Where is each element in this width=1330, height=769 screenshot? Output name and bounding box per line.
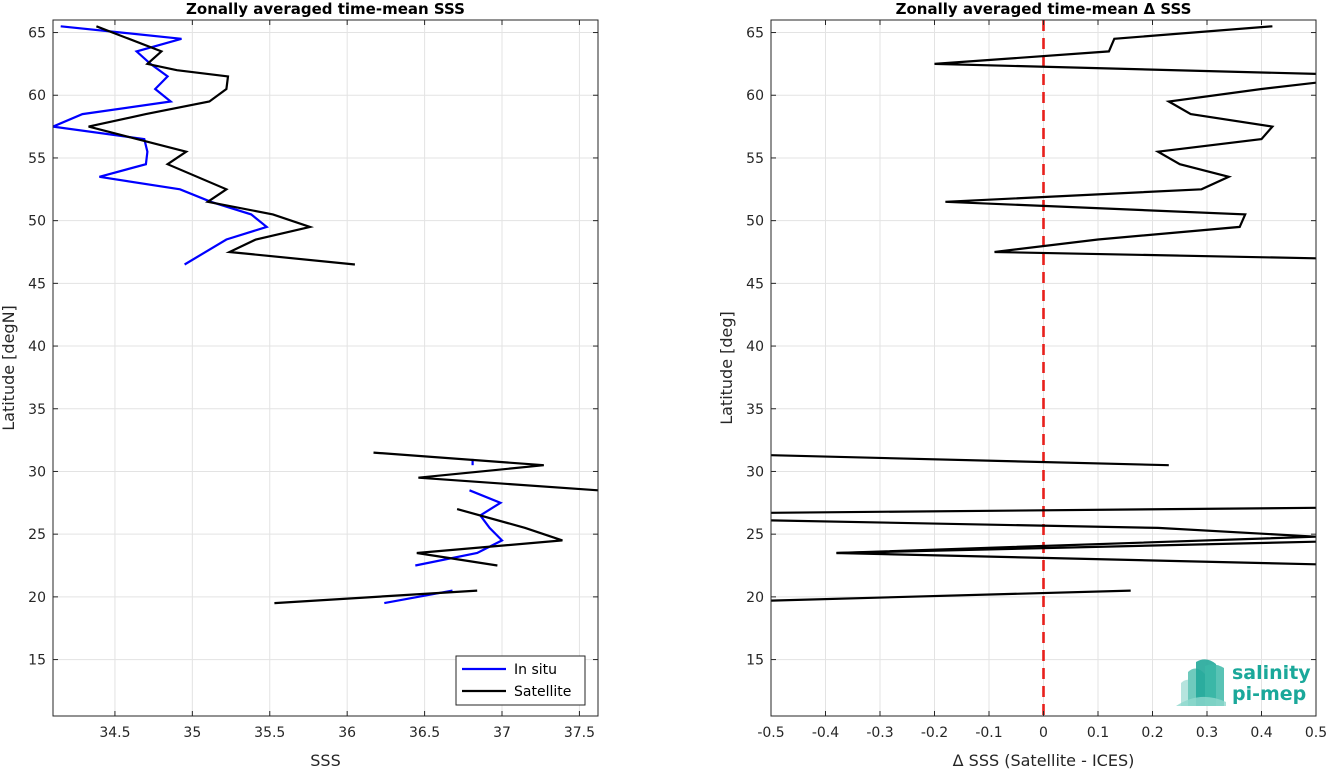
sss-data-group bbox=[53, 25, 598, 605]
sss-axes-box bbox=[52, 19, 599, 717]
dsss-x-tick-label: 0.1 bbox=[1087, 725, 1109, 741]
dsss-y-tick-label: 35 bbox=[746, 402, 764, 418]
dsss-x-tick-label: 0.3 bbox=[1196, 725, 1218, 741]
series-satellite-line bbox=[274, 589, 478, 605]
series-delta-line bbox=[945, 81, 1316, 260]
sss-plot-area bbox=[53, 20, 598, 716]
series-satellite-line bbox=[88, 25, 356, 266]
dsss-y-tick-label: 30 bbox=[746, 464, 764, 480]
sss-x-tick-label: 37 bbox=[493, 725, 511, 741]
dsss-x-tick-label: 0 bbox=[1039, 725, 1048, 741]
dsss-x-tick-label: -0.3 bbox=[866, 725, 893, 741]
sss-y-tick-label: 25 bbox=[28, 527, 46, 543]
legend: In situ Satellite bbox=[455, 655, 586, 706]
sss-x-tick-label: 34.5 bbox=[99, 725, 130, 741]
series-satellite-line bbox=[373, 451, 598, 492]
series-in-situ-line bbox=[415, 489, 504, 567]
series-satellite-line bbox=[416, 508, 563, 567]
sss-y-tick-label: 55 bbox=[28, 151, 46, 167]
series-delta-line bbox=[771, 506, 1316, 514]
sss-x-tick-label: 37.5 bbox=[564, 725, 595, 741]
dsss-y-tick-label: 20 bbox=[746, 590, 764, 606]
sss-x-tick-label: 36 bbox=[338, 725, 356, 741]
sss-chart-title: Zonally averaged time-mean SSS bbox=[186, 0, 465, 18]
logo-text-pi-mep: pi-mep bbox=[1232, 683, 1306, 705]
dsss-y-tick-label: 60 bbox=[746, 88, 764, 104]
dsss-y-tick-label: 15 bbox=[746, 653, 764, 669]
dsss-data-group bbox=[771, 20, 1316, 716]
sss-x-tick-label: 35 bbox=[183, 725, 201, 741]
dsss-y-tick-label: 55 bbox=[746, 151, 764, 167]
dsss-x-tick-label: 0.5 bbox=[1305, 725, 1327, 741]
legend-box bbox=[455, 655, 586, 706]
dsss-y-tick-label: 25 bbox=[746, 527, 764, 543]
logo-waves-icon bbox=[1176, 659, 1226, 706]
logo-text-salinity: salinity bbox=[1232, 662, 1311, 684]
dsss-y-tick-label: 50 bbox=[746, 214, 764, 230]
sss-y-tick-label: 60 bbox=[28, 88, 46, 104]
dsss-chart-title: Zonally averaged time-mean Δ SSS bbox=[896, 0, 1192, 18]
sss-x-tick-label: 36.5 bbox=[409, 725, 440, 741]
dsss-x-tick-label: -0.4 bbox=[812, 725, 839, 741]
sss-y-tick-label: 40 bbox=[28, 339, 46, 355]
sss-y-tick-label: 20 bbox=[28, 590, 46, 606]
sss-y-tick-label: 45 bbox=[28, 276, 46, 292]
legend-label-satellite: Satellite bbox=[514, 684, 571, 700]
series-delta-line bbox=[836, 540, 1316, 555]
delta-sss-panel: -0.5 -0.4 -0.3 -0.2 -0.1 0 0.1 0.2 0.3 0.4 0.5 15 20… bbox=[717, 0, 1327, 769]
salinity-pi-mep-logo: salinity pi-mep bbox=[1176, 659, 1311, 706]
sss-y-tick-label: 30 bbox=[28, 464, 46, 480]
sss-y-tick-label: 50 bbox=[28, 214, 46, 230]
sss-x-axis-label: SSS bbox=[310, 751, 340, 769]
legend-label-in-situ: In situ bbox=[514, 662, 557, 678]
sss-y-axis-label: Latitude [degN] bbox=[0, 305, 18, 431]
dsss-x-tick-label: 0.2 bbox=[1141, 725, 1163, 741]
dsss-y-tick-label: 45 bbox=[746, 276, 764, 292]
dsss-x-axis-label: Δ SSS (Satellite - ICES) bbox=[953, 751, 1135, 769]
series-delta-line bbox=[934, 25, 1316, 75]
sss-y-tick-label: 35 bbox=[28, 402, 46, 418]
sss-y-tick-label: 15 bbox=[28, 653, 46, 669]
dsss-y-axis-label: Latitude [deg] bbox=[717, 311, 736, 425]
series-delta-line bbox=[771, 589, 1131, 602]
dsss-y-tick-label: 65 bbox=[746, 26, 764, 42]
dsss-x-tick-label: -0.1 bbox=[975, 725, 1002, 741]
sss-panel: 34.5 35 35.5 36 36.5 37 37.5 15 20 25 30 35 40 45 50 55… bbox=[0, 0, 599, 769]
series-delta-line bbox=[771, 454, 1169, 467]
sss-y-tick-label: 65 bbox=[28, 26, 46, 42]
dsss-x-tick-label: 0.4 bbox=[1250, 725, 1272, 741]
dsss-x-tick-label: -0.2 bbox=[921, 725, 948, 741]
sss-x-tick-label: 35.5 bbox=[254, 725, 285, 741]
dsss-x-tick-label: -0.5 bbox=[757, 725, 784, 741]
series-delta-line bbox=[771, 519, 1316, 566]
dsss-y-tick-label: 40 bbox=[746, 339, 764, 355]
